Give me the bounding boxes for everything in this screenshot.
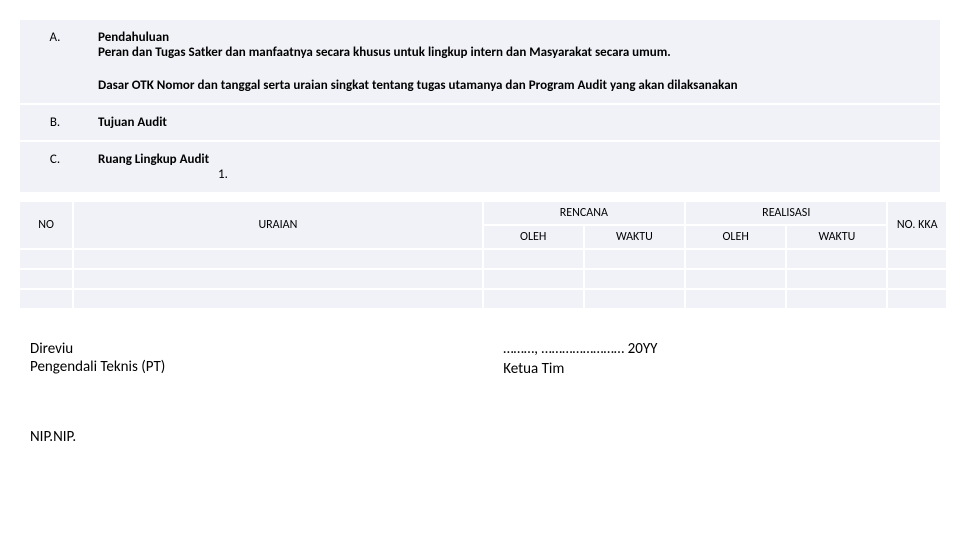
footer-right: ………, …………………… 20YY Ketua Tim [503,340,940,418]
section-c-body: Ruang Lingkup Audit 1. [90,142,940,192]
col-realisasi-oleh: OLEH [686,226,785,248]
footer-left-role2: Pengendali Teknis (PT) [30,358,503,376]
footer-left-role1: Direviu [30,340,503,358]
footer-left: Direviu Pengendali Teknis (PT) [30,340,503,418]
section-a-line2: Peran dan Tugas Satker dan manfaatnya se… [98,45,932,60]
col-rencana-waktu: WAKTU [585,226,684,248]
plan-table: NO URAIAN RENCANA REALISASI NO. KKA OLEH… [18,200,948,310]
footer-dateline: ………, …………………… 20YY [503,340,940,358]
section-c-num: 1. [218,167,932,182]
col-no-kka: NO. KKA [888,202,946,248]
col-no: NO [20,202,72,248]
col-uraian: URAIAN [74,202,481,248]
nip-right: NIP. [53,428,76,446]
footer: Direviu Pengendali Teknis (PT) ………, …………… [0,340,960,418]
footer-right-role: Ketua Tim [503,360,940,378]
nip-left: NIP. [30,428,53,446]
table-row [20,270,946,288]
section-a-title: Pendahuluan [98,30,932,45]
col-realisasi: REALISASI [686,202,886,224]
col-rencana-oleh: OLEH [484,226,583,248]
section-a-label: A. [20,20,90,103]
table-header-row-1: NO URAIAN RENCANA REALISASI NO. KKA [20,202,946,224]
section-b-body: Tujuan Audit [90,105,940,140]
section-a-line3: Dasar OTK Nomor dan tanggal serta uraian… [98,78,932,93]
col-realisasi-waktu: WAKTU [787,226,886,248]
col-rencana: RENCANA [484,202,684,224]
footer-left-role: Direviu Pengendali Teknis (PT) [30,340,503,376]
section-c-label: C. [20,142,90,192]
section-list: A. Pendahuluan Peran dan Tugas Satker da… [0,20,960,192]
table-row [20,250,946,268]
section-b-label: B. [20,105,90,140]
section-c-title: Ruang Lingkup Audit [98,152,932,167]
section-b-title: Tujuan Audit [98,115,932,130]
nip-row: NIP. NIP. [0,428,960,446]
table-row [20,290,946,308]
section-a-body: Pendahuluan Peran dan Tugas Satker dan m… [90,20,940,103]
table-body [20,250,946,308]
